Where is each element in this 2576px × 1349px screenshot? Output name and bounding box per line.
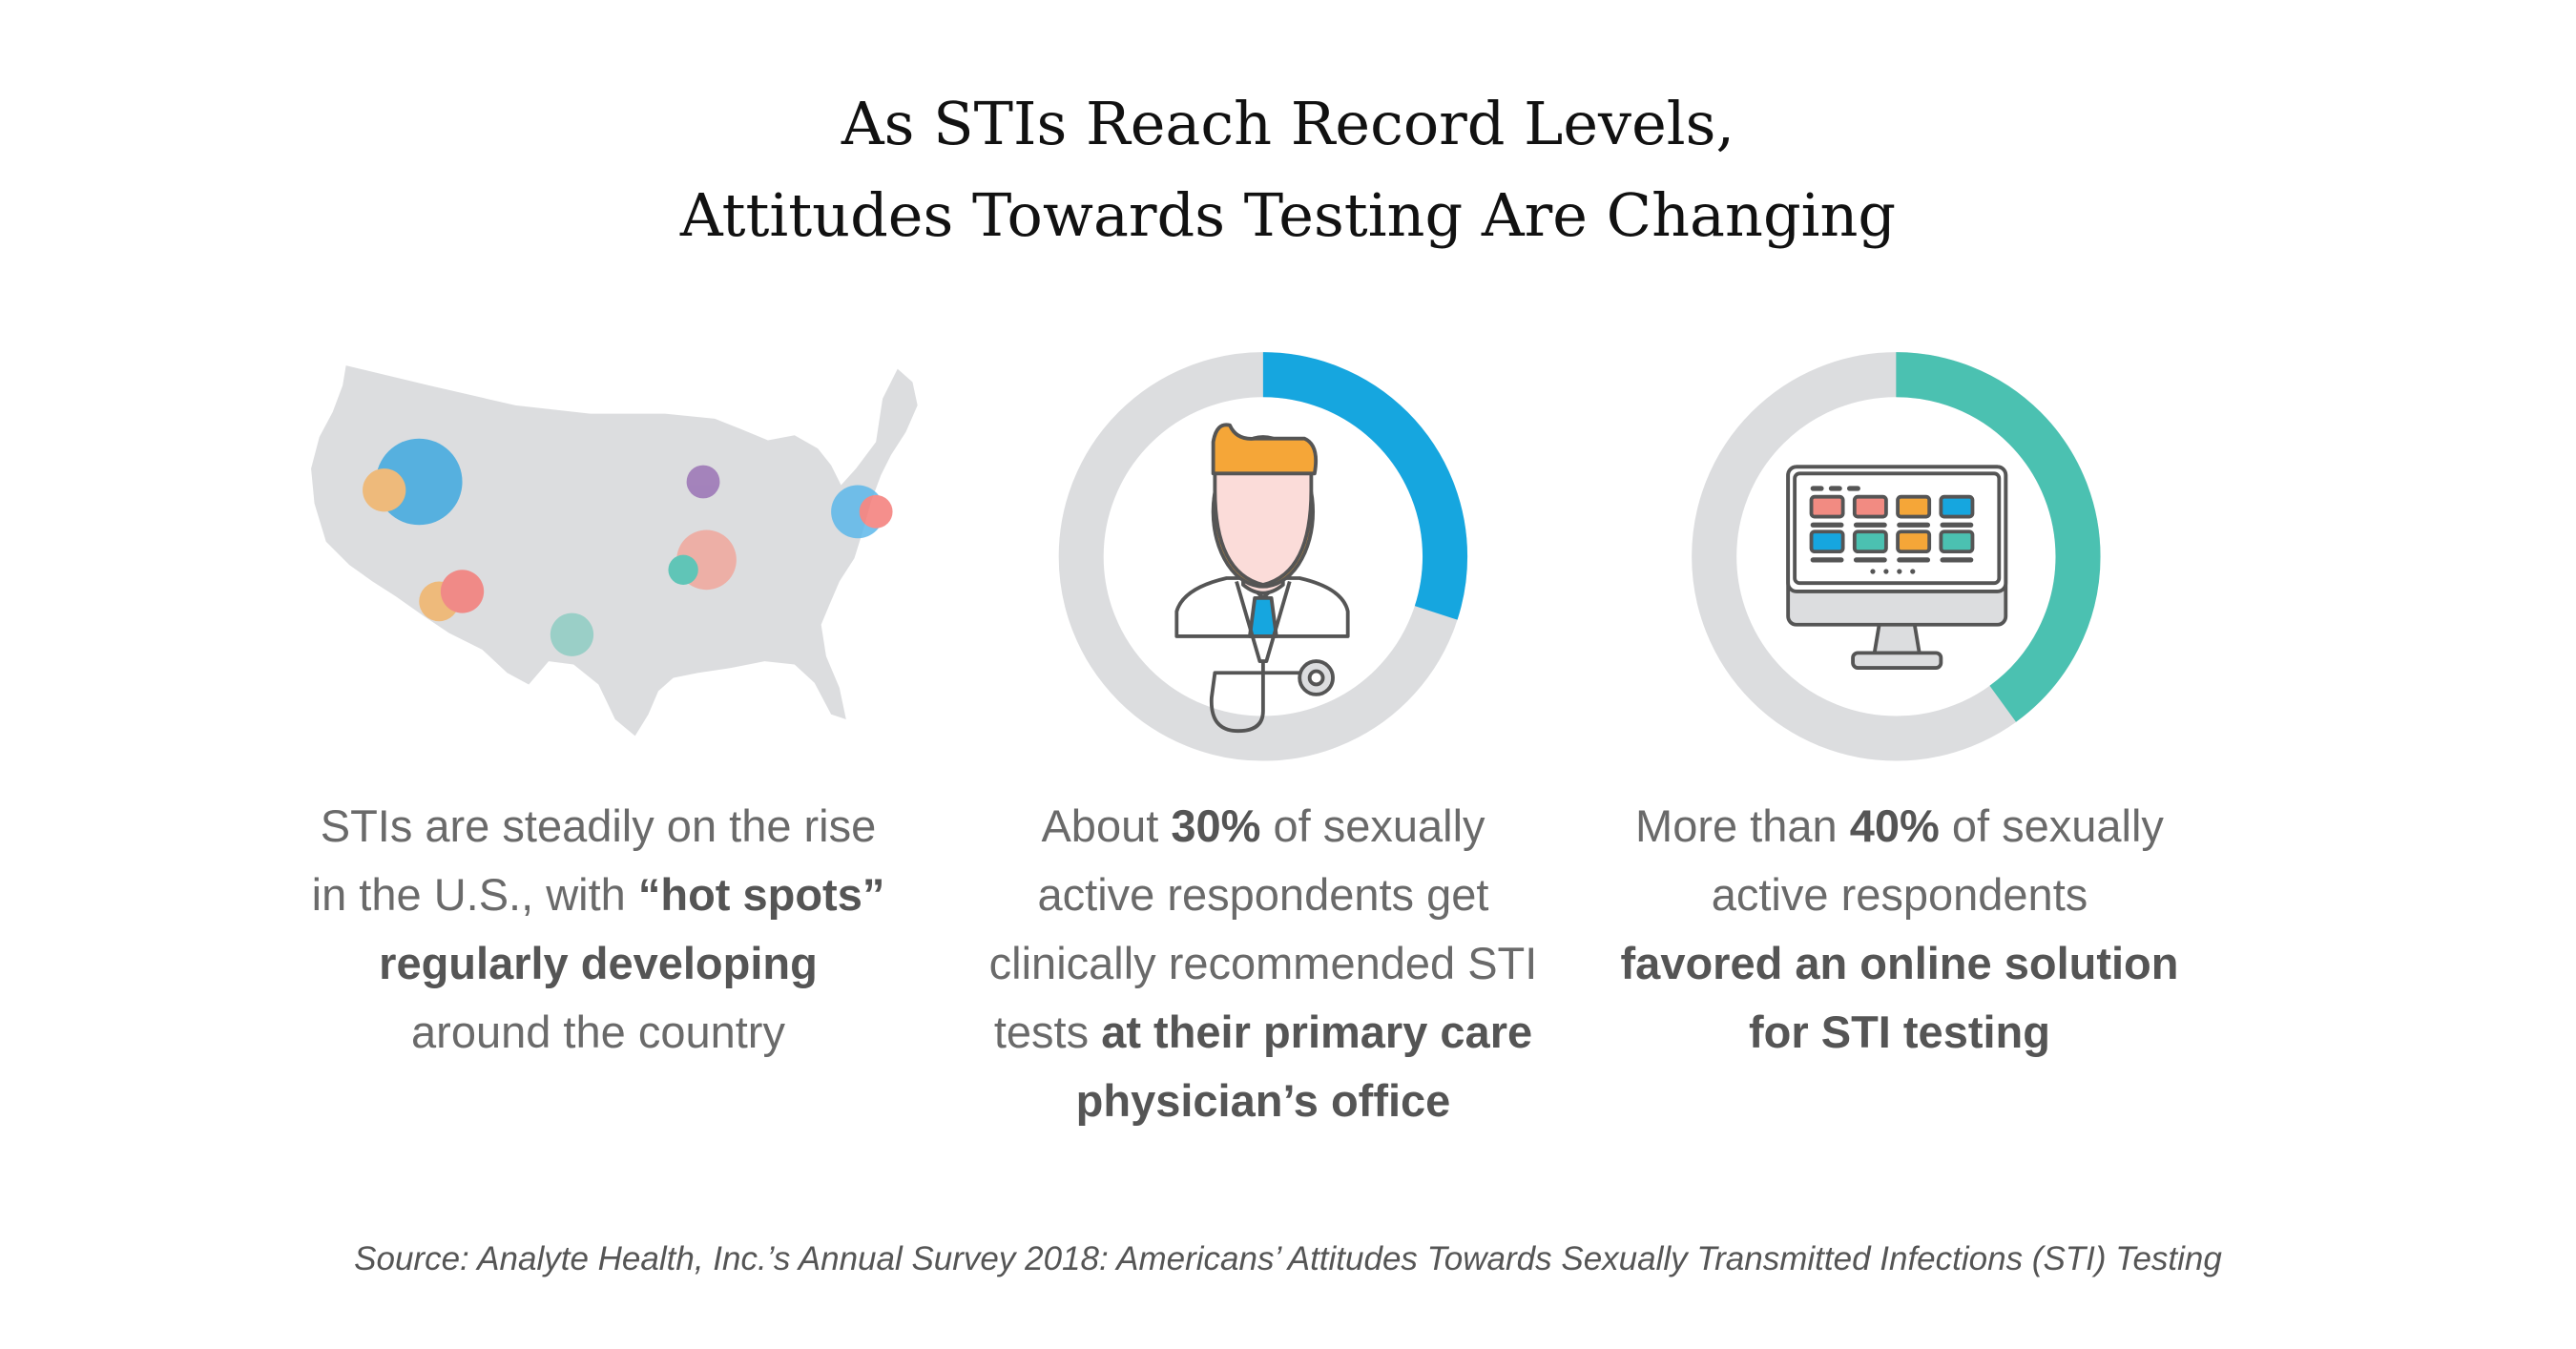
caption-line: STIs are steadily on the rise (320, 800, 877, 851)
caption-bold: “hot spots” (637, 869, 885, 920)
caption-line: active respondents get (1037, 869, 1489, 920)
us-map-outline (311, 365, 918, 737)
donut-arc-30-percent (1058, 352, 1468, 761)
caption-text: About (1041, 800, 1172, 851)
caption-bold: regularly developing (379, 938, 818, 988)
caption-line: regularly developing (255, 929, 942, 998)
caption-line: favored an online solution (1556, 929, 2243, 998)
caption-line: physician’s office (920, 1067, 1607, 1135)
caption-bold: favored an online solution (1620, 938, 2179, 988)
caption-text: of sexually (1939, 800, 2164, 851)
hotspot-teal (668, 554, 698, 585)
computer-monitor-icon (1786, 465, 2008, 670)
source-citation: Source: Analyte Health, Inc.’s Annual Su… (354, 1240, 2222, 1277)
hotspot-orange (363, 468, 406, 512)
hotspot-red (859, 494, 893, 529)
caption-text: in the U.S., with (311, 869, 638, 920)
us-map (311, 365, 918, 737)
caption-line: in the U.S., with “hot spots” (255, 861, 942, 929)
caption-text: tests (993, 1007, 1102, 1057)
caption-line: tests at their primary care (920, 998, 1607, 1067)
caption-line: clinically recommended STI (988, 938, 1538, 988)
donut-arc-40-percent (1692, 352, 2101, 761)
page-title: As STIs Reach Record Levels, Attitudes T… (0, 78, 2576, 261)
caption-bold: at their primary care (1101, 1007, 1533, 1057)
caption-bold: for STI testing (1749, 1007, 2050, 1057)
primary-care-caption: About 30% of sexually active respondents… (920, 792, 1607, 1135)
hotspot-teal (550, 612, 594, 656)
doctor-icon (1174, 423, 1350, 734)
caption-line: active respondents (1711, 869, 2088, 920)
donut-40 (1692, 352, 2101, 761)
caption-line: for STI testing (1556, 998, 2243, 1067)
caption-line: About 30% of sexually (920, 792, 1607, 861)
caption-line: around the country (411, 1007, 785, 1057)
title-line-2: Attitudes Towards Testing Are Changing (679, 180, 1897, 250)
online-testing-caption: More than 40% of sexually active respond… (1556, 792, 2243, 1067)
caption-line: More than 40% of sexually (1556, 792, 2243, 861)
caption-bold: physician’s office (1075, 1075, 1451, 1126)
hotspot-purple (686, 465, 720, 499)
caption-text: of sexually (1260, 800, 1485, 851)
caption-bold: 40% (1849, 800, 1940, 851)
title-line-1: As STIs Reach Record Levels, (841, 89, 1735, 158)
donut-30 (1058, 352, 1468, 761)
hotspots-caption: STIs are steadily on the rise in the U.S… (255, 792, 942, 1067)
caption-bold: 30% (1171, 800, 1261, 851)
hotspot-red (440, 570, 485, 613)
caption-text: More than (1635, 800, 1850, 851)
